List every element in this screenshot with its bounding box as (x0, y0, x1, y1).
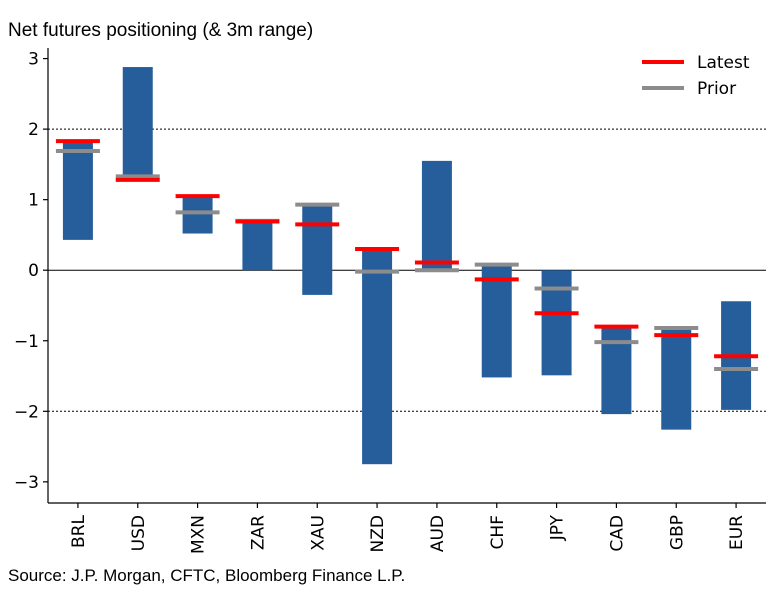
x-tick-label-brl: BRL (69, 514, 89, 547)
x-tick-label-eur: EUR (727, 515, 747, 550)
x-tick-label-jpy: JPY (548, 514, 568, 541)
range-bar-mxn (182, 196, 213, 234)
range-bar-cad (601, 326, 632, 415)
chart-subtitle: Net futures positioning (& 3m range) (8, 20, 314, 41)
y-tick-label: −2 (14, 402, 39, 422)
y-tick-label: 3 (28, 50, 39, 70)
y-tick-label: 2 (28, 120, 39, 140)
x-tick-label-aud: AUD (428, 515, 448, 552)
x-tick-label-usd: USD (129, 515, 149, 551)
range-bar-gbp (661, 328, 692, 430)
range-bar-jpy (541, 270, 572, 376)
x-tick-label-gbp: GBP (667, 515, 687, 550)
y-tick-label: −1 (14, 332, 39, 352)
markers (55, 139, 759, 371)
range-bar-usd (122, 67, 153, 179)
legend-prior-label: Prior (697, 79, 736, 99)
chart-grid (48, 128, 766, 412)
legend: Latest Prior (642, 53, 750, 99)
range-bar-aud (421, 160, 452, 271)
source-note: Source: J.P. Morgan, CFTC, Bloomberg Fin… (8, 566, 406, 585)
range-bar-nzd (362, 249, 393, 465)
x-tick-label-cad: CAD (607, 515, 627, 552)
y-tick-label: −3 (14, 473, 39, 493)
range-bar-xau (302, 204, 333, 295)
range-bars (62, 67, 752, 465)
y-tick-label: 0 (28, 261, 39, 281)
x-tick-label-nzd: NZD (368, 515, 388, 552)
axes: −3 −2 −1 0 1 2 3 BRL USD MXN ZAR XAU NZD AUD CHF JPY CAD… (14, 48, 766, 554)
range-bar-brl (62, 141, 93, 240)
x-tick-label-xau: XAU (308, 515, 328, 551)
range-bar-chf (481, 264, 512, 378)
y-tick-label: 1 (28, 191, 39, 211)
x-tick-label-zar: ZAR (248, 515, 268, 550)
legend-latest-label: Latest (697, 53, 750, 73)
x-tick-label-chf: CHF (488, 515, 508, 549)
range-bar-zar (242, 220, 273, 271)
x-tick-label-mxn: MXN (189, 515, 209, 554)
